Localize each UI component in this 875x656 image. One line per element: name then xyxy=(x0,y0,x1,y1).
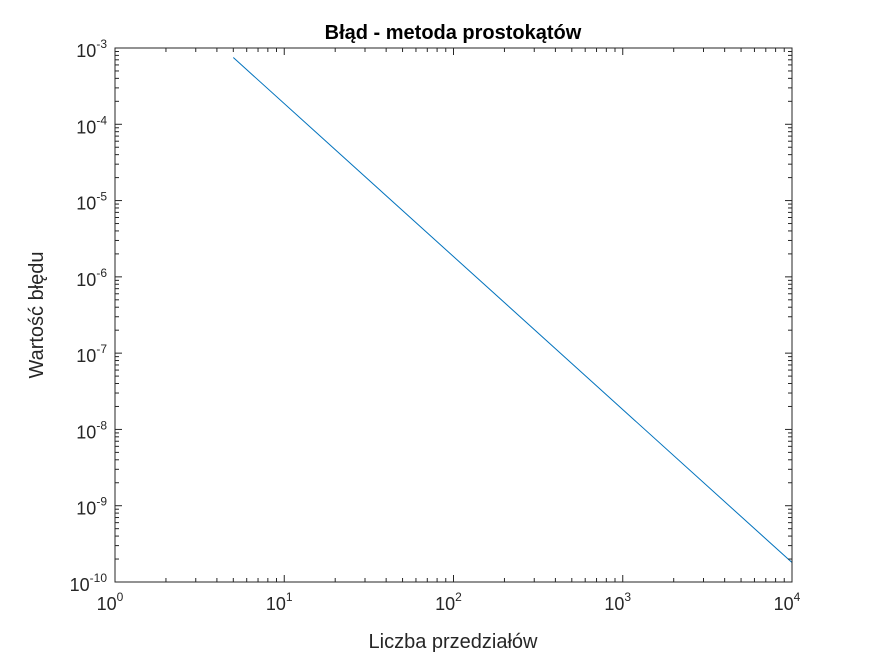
series-line-1 xyxy=(232,57,793,563)
series-layer xyxy=(232,57,793,563)
plot-area xyxy=(115,48,792,582)
x-tick-label: 100 xyxy=(97,590,124,614)
y-tick-label: 10-5 xyxy=(76,190,107,214)
y-tick-label: 10-8 xyxy=(76,418,107,442)
y-tick-label: 10-4 xyxy=(76,113,107,137)
x-tick-label: 101 xyxy=(266,590,293,614)
x-tick-label: 103 xyxy=(604,590,631,614)
x-axis: 100 101 102 103 104 xyxy=(97,48,801,614)
y-tick-label: 10-10 xyxy=(70,571,108,595)
y-tick-label: 10-3 xyxy=(76,37,107,61)
y-tick-label: 10-6 xyxy=(76,266,107,290)
x-tick-label: 104 xyxy=(774,590,801,614)
y-axis: 10-10 10-9 10-8 10-7 10-6 10-5 10-4 10-3 xyxy=(70,37,792,595)
y-tick-label: 10-9 xyxy=(76,495,107,519)
x-tick-label: 102 xyxy=(435,590,462,614)
chart-title: Błąd - metoda prostokątów xyxy=(325,22,582,44)
y-tick-label: 10-7 xyxy=(76,342,107,366)
x-axis-label: Liczba przedziałów xyxy=(369,631,539,653)
y-axis-label: Wartość błędu xyxy=(26,251,48,378)
